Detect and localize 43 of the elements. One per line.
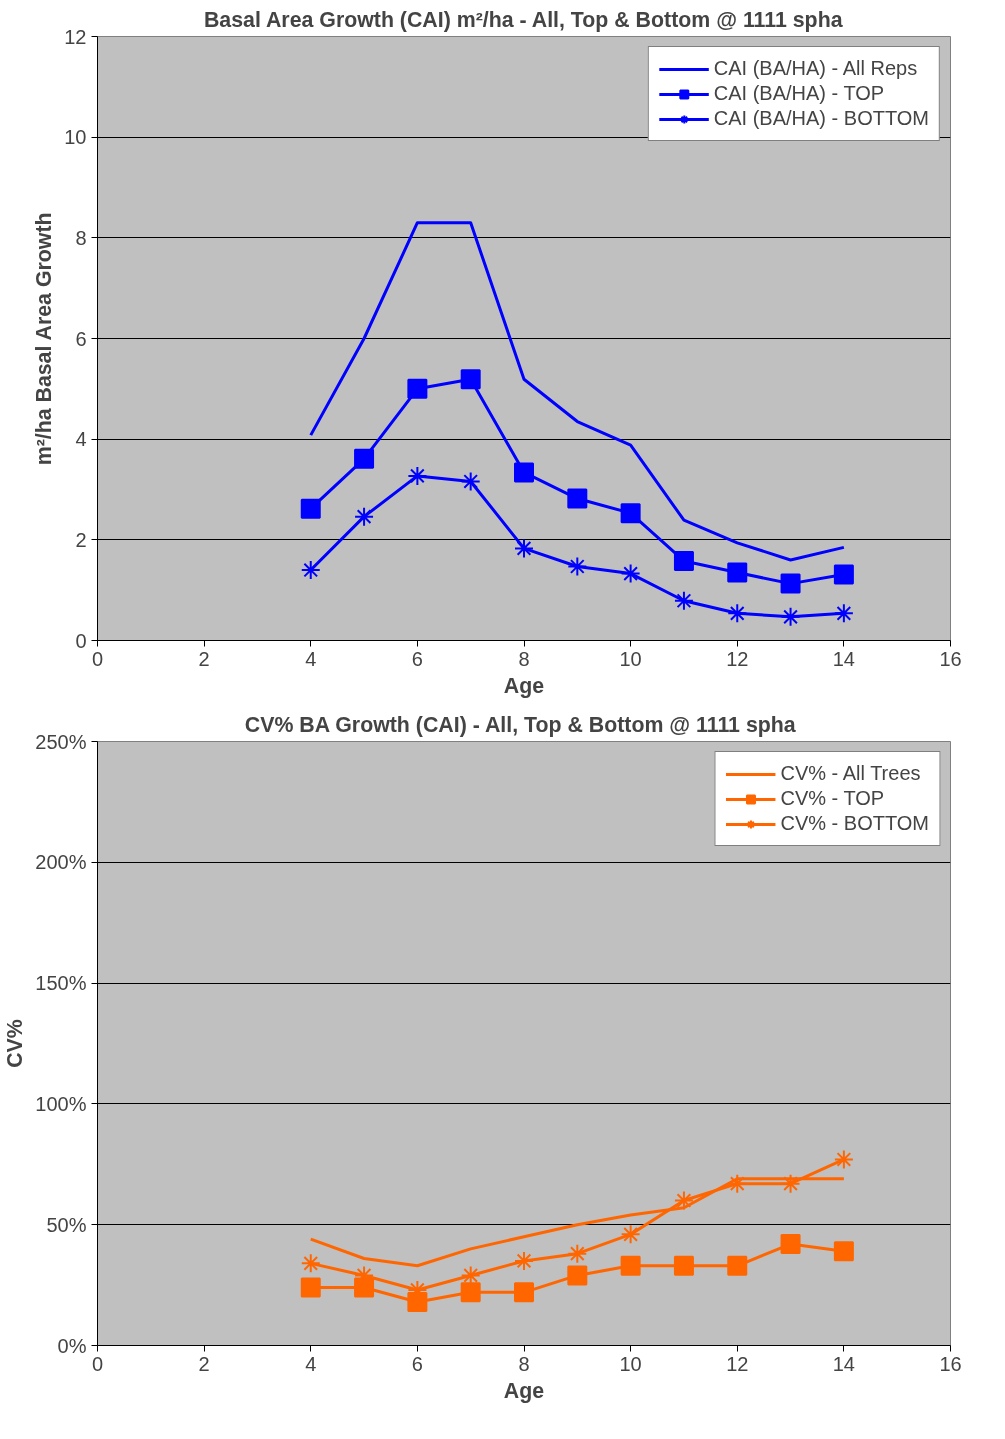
y-tick-label: 250% (35, 730, 87, 753)
y-tick-label: 0% (57, 1334, 87, 1357)
legend-label: CAI (BA/HA) - BOTTOM (713, 107, 929, 130)
y-axis-title: m²/ha Basal Area Growth (32, 212, 57, 466)
x-tick-label: 0 (91, 647, 104, 670)
x-axis-title: Age (503, 673, 545, 698)
x-tick-label: 2 (198, 1352, 210, 1375)
x-tick-label: 12 (726, 647, 749, 670)
x-tick-label: 16 (939, 1352, 962, 1375)
x-tick-label: 14 (832, 647, 855, 670)
y-tick-label: 4 (75, 428, 87, 451)
y-tick-label: 150% (35, 972, 87, 995)
y-tick-label: 10 (64, 126, 87, 149)
chart-title: CV% BA Growth (CAI) - All, Top & Bottom @ 1111 spha (244, 712, 796, 737)
legend-label: CV% - All Trees (780, 762, 921, 785)
x-tick-label: 6 (411, 647, 423, 670)
y-tick-label: 12 (64, 25, 87, 48)
x-tick-label: 4 (305, 647, 317, 670)
y-tick-label: 8 (75, 226, 87, 249)
y-tick-label: 200% (35, 851, 87, 874)
x-tick-label: 10 (619, 1352, 642, 1375)
legend-label: CV% - BOTTOM (780, 812, 929, 835)
x-tick-label: 2 (198, 647, 210, 670)
y-tick-label: 50% (46, 1213, 87, 1236)
y-axis-title: CV% (3, 1019, 28, 1068)
x-tick-label: 6 (411, 1352, 423, 1375)
legend-label: CAI (BA/HA) - TOP (713, 82, 885, 105)
x-tick-label: 10 (619, 647, 642, 670)
x-tick-label: 0 (91, 1352, 104, 1375)
y-tick-label: 0 (75, 629, 87, 652)
y-tick-label: 6 (75, 327, 87, 350)
x-tick-label: 8 (518, 647, 530, 670)
x-axis-title: Age (503, 1378, 545, 1403)
chart-title: Basal Area Growth (CAI) m²/ha - All, Top & Bottom @ 1111 spha (203, 7, 843, 32)
x-tick-label: 8 (518, 1352, 530, 1375)
legend-label: CV% - TOP (780, 787, 885, 810)
legend-label: CAI (BA/HA) - All Reps (713, 57, 918, 80)
y-tick-label: 100% (35, 1092, 87, 1115)
x-tick-label: 14 (832, 1352, 855, 1375)
x-tick-label: 12 (726, 1352, 749, 1375)
x-tick-label: 4 (305, 1352, 317, 1375)
x-tick-label: 16 (939, 647, 962, 670)
y-tick-label: 2 (75, 528, 87, 551)
